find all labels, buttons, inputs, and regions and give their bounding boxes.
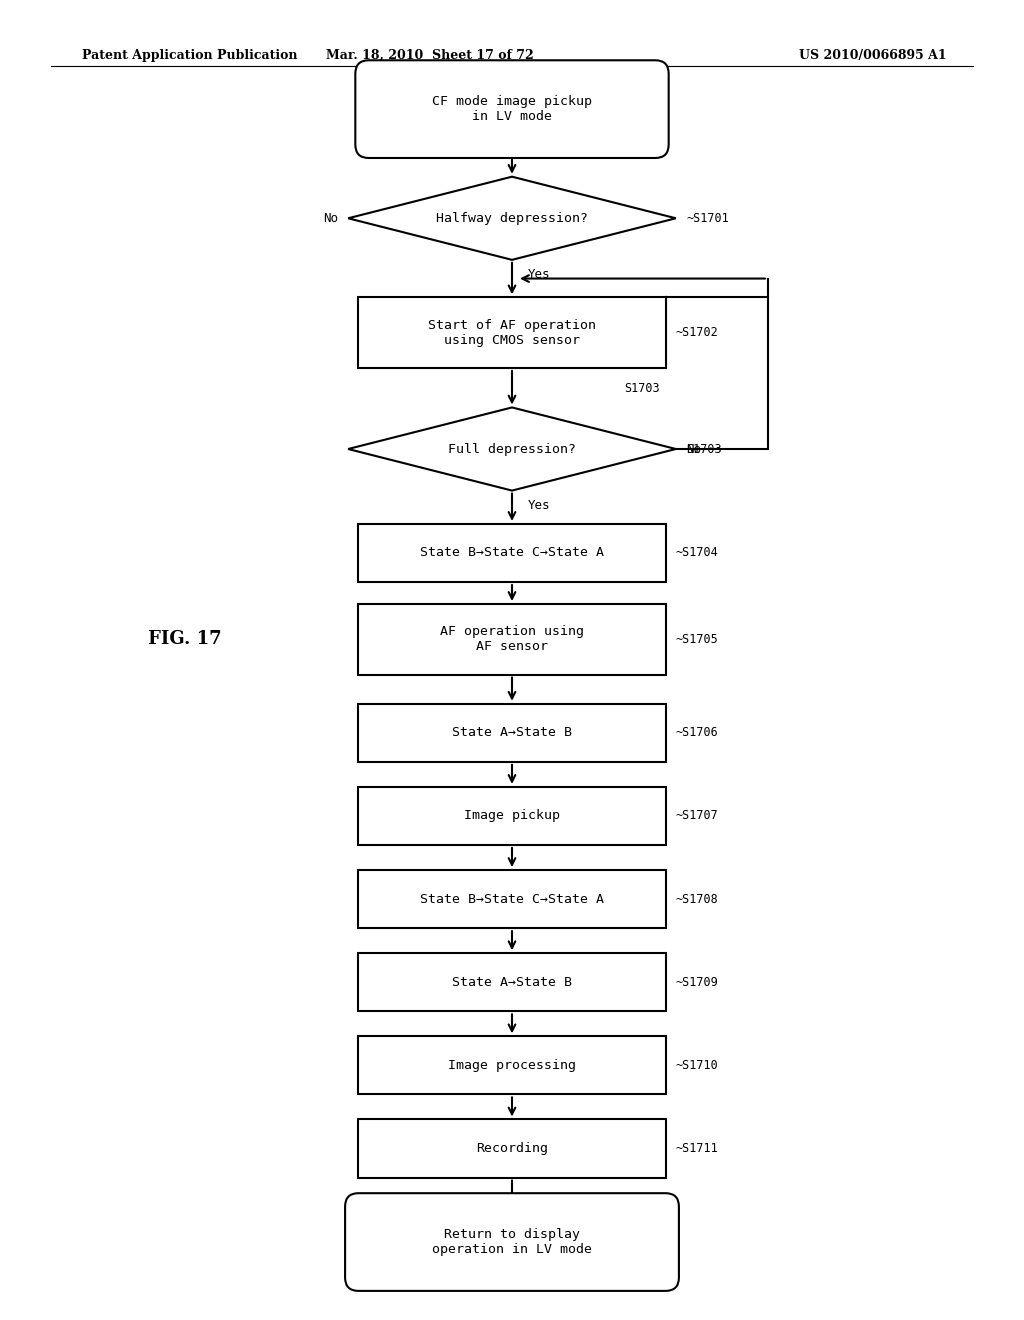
Text: AF operation using
AF sensor: AF operation using AF sensor xyxy=(440,626,584,653)
Bar xyxy=(358,787,666,845)
Text: ~S1702: ~S1702 xyxy=(676,326,719,339)
Bar xyxy=(358,704,666,762)
Text: Patent Application Publication: Patent Application Publication xyxy=(82,49,297,62)
Polygon shape xyxy=(348,408,676,491)
Polygon shape xyxy=(348,177,676,260)
Text: Image pickup: Image pickup xyxy=(464,809,560,822)
Bar xyxy=(358,603,666,675)
Text: ~S1709: ~S1709 xyxy=(676,975,719,989)
Text: ~S1710: ~S1710 xyxy=(676,1059,719,1072)
Text: No: No xyxy=(686,442,701,455)
FancyBboxPatch shape xyxy=(345,1193,679,1291)
Text: Recording: Recording xyxy=(476,1142,548,1155)
Text: ~S1704: ~S1704 xyxy=(676,546,719,560)
Bar xyxy=(358,870,666,928)
Text: No: No xyxy=(323,211,338,224)
Text: ~S1706: ~S1706 xyxy=(676,726,719,739)
Text: State A→State B: State A→State B xyxy=(452,975,572,989)
Text: S1703: S1703 xyxy=(686,442,722,455)
Text: ~S1707: ~S1707 xyxy=(676,809,719,822)
FancyBboxPatch shape xyxy=(355,61,669,158)
Text: Mar. 18, 2010  Sheet 17 of 72: Mar. 18, 2010 Sheet 17 of 72 xyxy=(327,49,534,62)
Text: US 2010/0066895 A1: US 2010/0066895 A1 xyxy=(799,49,946,62)
Text: Image processing: Image processing xyxy=(449,1059,575,1072)
Text: ~S1711: ~S1711 xyxy=(676,1142,719,1155)
Text: FIG. 17: FIG. 17 xyxy=(147,630,221,648)
Text: State B→State C→State A: State B→State C→State A xyxy=(420,546,604,560)
Text: Halfway depression?: Halfway depression? xyxy=(436,211,588,224)
Text: CF mode image pickup
in LV mode: CF mode image pickup in LV mode xyxy=(432,95,592,123)
Bar xyxy=(358,953,666,1011)
Text: State B→State C→State A: State B→State C→State A xyxy=(420,892,604,906)
Bar xyxy=(358,524,666,582)
Text: ~S1705: ~S1705 xyxy=(676,632,719,645)
Text: ~S1708: ~S1708 xyxy=(676,892,719,906)
Text: Full depression?: Full depression? xyxy=(449,442,575,455)
Text: S1703: S1703 xyxy=(625,381,660,395)
Text: ~S1701: ~S1701 xyxy=(686,211,729,224)
Bar xyxy=(358,1036,666,1094)
Bar xyxy=(358,1119,666,1177)
Text: Yes: Yes xyxy=(527,499,550,512)
Text: State A→State B: State A→State B xyxy=(452,726,572,739)
Text: Yes: Yes xyxy=(527,268,550,281)
Text: Return to display
operation in LV mode: Return to display operation in LV mode xyxy=(432,1228,592,1257)
Text: Start of AF operation
using CMOS sensor: Start of AF operation using CMOS sensor xyxy=(428,318,596,347)
Bar xyxy=(358,297,666,368)
